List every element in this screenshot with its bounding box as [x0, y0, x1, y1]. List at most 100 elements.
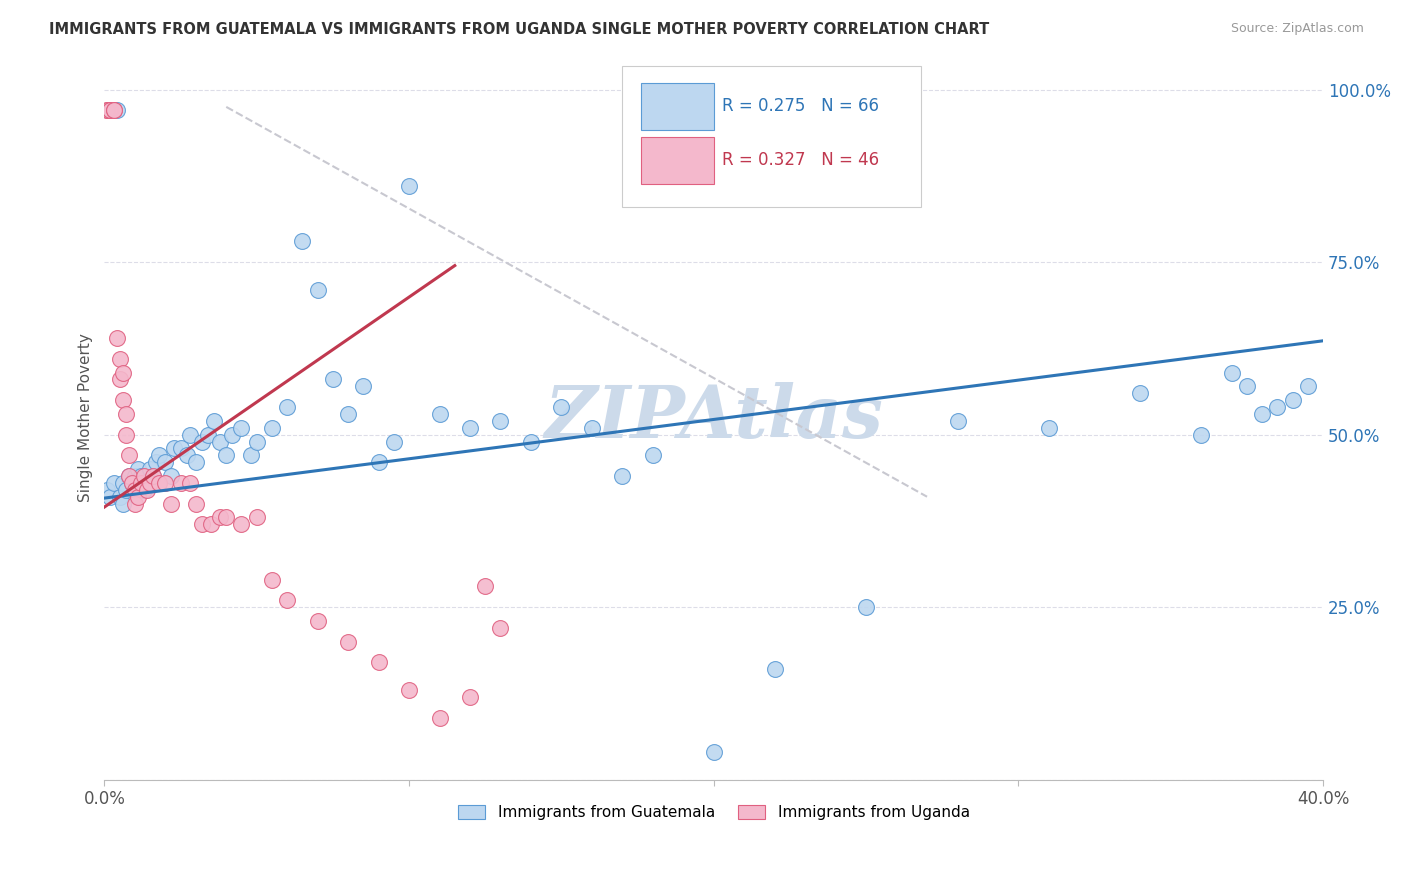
Text: IMMIGRANTS FROM GUATEMALA VS IMMIGRANTS FROM UGANDA SINGLE MOTHER POVERTY CORREL: IMMIGRANTS FROM GUATEMALA VS IMMIGRANTS …	[49, 22, 990, 37]
Point	[398, 179, 420, 194]
Point	[946, 414, 969, 428]
Point	[276, 593, 298, 607]
Point	[108, 372, 131, 386]
Point	[197, 427, 219, 442]
Point	[489, 621, 512, 635]
Point	[108, 351, 131, 366]
Point	[118, 469, 141, 483]
Point	[169, 442, 191, 456]
Point	[155, 455, 177, 469]
Point	[121, 475, 143, 490]
Point	[200, 517, 222, 532]
Point	[184, 497, 207, 511]
Point	[124, 483, 146, 497]
Point	[139, 462, 162, 476]
Point	[458, 690, 481, 704]
Point	[474, 579, 496, 593]
Point	[581, 421, 603, 435]
Point	[398, 682, 420, 697]
Point	[612, 469, 634, 483]
Point	[111, 393, 134, 408]
Point	[246, 510, 269, 524]
Point	[1281, 393, 1303, 408]
Point	[307, 614, 329, 628]
Point	[114, 407, 136, 421]
Point	[429, 407, 451, 421]
Point	[96, 103, 118, 118]
Point	[148, 475, 170, 490]
Point	[169, 475, 191, 490]
Point	[1189, 427, 1212, 442]
Point	[221, 427, 243, 442]
Point	[1129, 386, 1152, 401]
Point	[1220, 366, 1243, 380]
Text: ZIPAtlas: ZIPAtlas	[544, 382, 883, 453]
Point	[105, 103, 128, 118]
Point	[458, 421, 481, 435]
Point	[105, 331, 128, 345]
Point	[1296, 379, 1319, 393]
Point	[142, 469, 165, 483]
Point	[855, 600, 877, 615]
Point	[111, 475, 134, 490]
Point	[337, 634, 360, 648]
Point	[215, 510, 238, 524]
Point	[132, 469, 155, 483]
Point	[260, 421, 283, 435]
Point	[246, 434, 269, 449]
Point	[429, 710, 451, 724]
Point	[114, 483, 136, 497]
Point	[127, 462, 149, 476]
Point	[1251, 407, 1274, 421]
Point	[108, 490, 131, 504]
Point	[111, 497, 134, 511]
Point	[179, 475, 201, 490]
Point	[179, 427, 201, 442]
Point	[209, 434, 232, 449]
Point	[103, 103, 125, 118]
Point	[124, 497, 146, 511]
Point	[239, 448, 262, 462]
Point	[103, 475, 125, 490]
Point	[291, 235, 314, 249]
Point	[215, 448, 238, 462]
Point	[209, 510, 232, 524]
Point	[163, 442, 186, 456]
Point	[139, 475, 162, 490]
Point	[114, 427, 136, 442]
Point	[160, 469, 183, 483]
Y-axis label: Single Mother Poverty: Single Mother Poverty	[79, 333, 93, 502]
Point	[111, 366, 134, 380]
Point	[155, 475, 177, 490]
Point	[191, 517, 214, 532]
Point	[148, 448, 170, 462]
Text: R = 0.327   N = 46: R = 0.327 N = 46	[723, 151, 879, 169]
Point	[129, 469, 152, 483]
Point	[1236, 379, 1258, 393]
Point	[121, 475, 143, 490]
Point	[118, 448, 141, 462]
Point	[142, 469, 165, 483]
Point	[124, 469, 146, 483]
FancyBboxPatch shape	[641, 137, 714, 184]
FancyBboxPatch shape	[623, 66, 921, 207]
Text: R = 0.275   N = 66: R = 0.275 N = 66	[723, 97, 879, 115]
Point	[184, 455, 207, 469]
Point	[763, 662, 786, 676]
Point	[337, 407, 360, 421]
Point	[100, 103, 122, 118]
Point	[231, 421, 253, 435]
Point	[260, 573, 283, 587]
Point	[1038, 421, 1060, 435]
Point	[703, 745, 725, 759]
Point	[352, 379, 374, 393]
Point	[641, 448, 664, 462]
Point	[136, 475, 159, 490]
Point	[231, 517, 253, 532]
Point	[489, 414, 512, 428]
Point	[276, 400, 298, 414]
Point	[103, 103, 125, 118]
Point	[100, 103, 122, 118]
Point	[132, 483, 155, 497]
Point	[127, 490, 149, 504]
